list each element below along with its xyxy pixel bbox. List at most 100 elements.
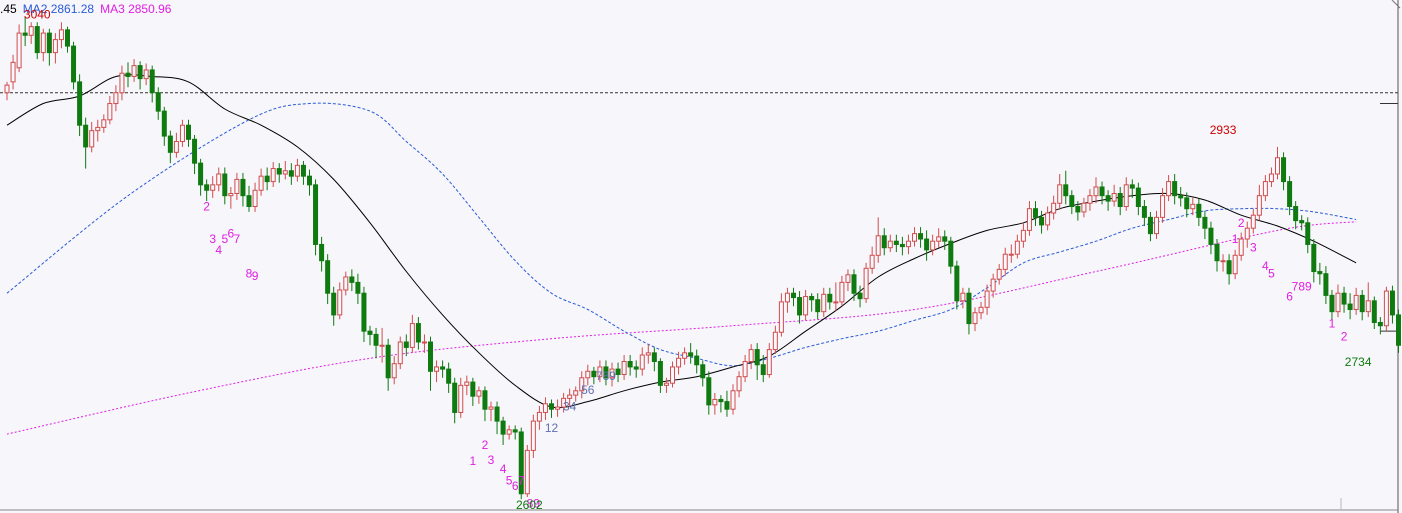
candle-body-up <box>282 170 288 175</box>
candle-body-down <box>331 292 337 316</box>
candle-body-down <box>1323 273 1329 296</box>
candle <box>391 356 397 385</box>
sequence-label: 6 <box>228 227 235 241</box>
candle <box>1020 222 1026 248</box>
candle-body-up <box>89 130 95 148</box>
candle-body-down <box>1135 187 1141 208</box>
candle-body-down <box>1329 294 1335 313</box>
candle <box>252 182 258 212</box>
candle <box>319 236 325 272</box>
candle <box>1057 174 1063 210</box>
candle-body-up <box>1123 184 1129 208</box>
candle-body-down <box>700 364 706 379</box>
sequence-label: 7 <box>234 232 241 246</box>
candle-body-down <box>791 292 796 299</box>
candle-body-up <box>573 390 579 396</box>
sequence-label: 5 <box>506 474 513 488</box>
candle <box>1141 200 1147 227</box>
candle-body-down <box>760 364 766 376</box>
candle-body-up <box>421 341 427 344</box>
candle-body-up <box>663 382 669 386</box>
candle-body-down <box>204 184 210 191</box>
candle <box>161 106 167 146</box>
candle <box>657 358 663 393</box>
candle-body-down <box>22 32 28 36</box>
candle <box>307 169 312 196</box>
candle <box>851 269 857 301</box>
candle <box>22 16 28 47</box>
candle <box>337 282 343 320</box>
candle <box>1389 285 1395 324</box>
candle-body-up <box>16 32 22 69</box>
candle-body-down <box>83 124 89 148</box>
candle-body-up <box>567 394 573 399</box>
candle <box>228 187 234 209</box>
candle <box>627 355 633 376</box>
candle-body-up <box>742 361 748 378</box>
candle-body-up <box>875 235 881 256</box>
candle-body-down <box>186 124 191 140</box>
candle-body-down <box>651 352 657 363</box>
candle-body-up <box>1275 157 1280 175</box>
candle <box>361 286 367 342</box>
candle-body-down <box>718 398 724 403</box>
candle-body-up <box>113 92 119 105</box>
candle-body-down <box>1377 321 1383 327</box>
candle-body-up <box>258 175 264 191</box>
sequence-label: 1 <box>1232 232 1239 246</box>
candle-body-down <box>1172 181 1178 197</box>
candle <box>415 317 421 350</box>
ma-legend: .45 MA2 2861.28 MA3 2850.96 <box>0 2 177 16</box>
candle <box>827 287 833 310</box>
candle <box>536 405 542 430</box>
candle-body-down <box>1226 260 1232 275</box>
candle-body-down <box>288 170 294 177</box>
candle <box>966 287 972 335</box>
candle <box>331 286 337 326</box>
candle-body-down <box>1389 290 1395 316</box>
candle-body-up <box>1166 181 1172 197</box>
sequence-label: 7 <box>518 474 525 488</box>
candle <box>748 344 754 370</box>
candle-body-up <box>95 126 101 132</box>
candle <box>1299 215 1305 231</box>
candle <box>458 377 464 418</box>
sequence-label: 3 <box>488 453 495 467</box>
candle <box>1226 254 1232 285</box>
candle <box>791 287 796 307</box>
candle <box>609 362 615 387</box>
candle-body-up <box>778 301 784 333</box>
sequence-label: 2 <box>482 438 489 452</box>
candle-body-up <box>621 361 627 376</box>
candle <box>663 377 669 393</box>
candle-body-up <box>960 292 966 302</box>
sequence-label: 789 <box>596 369 616 383</box>
candle-body-up <box>228 193 234 197</box>
candle-body-up <box>131 65 137 77</box>
candle-body-up <box>803 295 809 316</box>
candle <box>125 62 131 88</box>
candle <box>119 65 125 101</box>
sequence-label: 1 <box>1329 317 1336 331</box>
sequence-label: 2 <box>1341 330 1348 344</box>
candle <box>1377 317 1383 335</box>
candle-body-up <box>1244 227 1250 240</box>
candle <box>137 61 143 90</box>
candle <box>1250 208 1256 234</box>
candle <box>760 355 766 383</box>
candle <box>1135 182 1141 216</box>
candle-body-up <box>1002 253 1008 270</box>
candle-body-down <box>385 344 391 379</box>
candle <box>996 263 1002 285</box>
candle-body-down <box>706 377 712 406</box>
candle-body-down <box>1359 294 1365 313</box>
candle <box>887 234 893 253</box>
candle-body-down <box>1141 206 1147 218</box>
candle <box>924 230 930 261</box>
candle <box>597 360 603 383</box>
candle <box>488 401 494 422</box>
candle <box>670 361 675 388</box>
candle-body-down <box>264 175 270 183</box>
